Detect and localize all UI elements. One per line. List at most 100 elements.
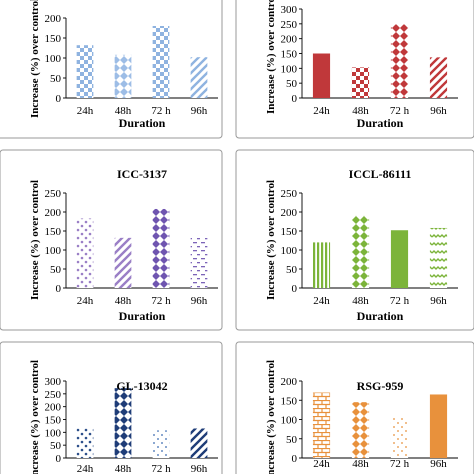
bar-96h — [190, 428, 208, 458]
y-axis-label: Increase (%) over control — [29, 0, 41, 118]
y-tick-label: 150 — [45, 415, 62, 427]
chart-panel-3: 0 50 100 150 200 250 24h 48h 72 h 96h ICC-3137 Dura… — [0, 149, 223, 331]
bar-72h — [152, 26, 170, 98]
bar-48h — [351, 402, 370, 458]
y-tick-label: 50 — [50, 440, 62, 452]
y-tick-label: 200 — [281, 207, 298, 219]
y-axis-label: Increase (%) over control — [29, 360, 41, 474]
x-tick-label: 96h — [191, 295, 208, 307]
y-tick-label: 100 — [281, 415, 298, 427]
y-tick-label: 0 — [56, 453, 62, 465]
bar-48h — [114, 388, 132, 458]
x-tick-label: 96h — [430, 105, 447, 117]
bar-48h — [114, 54, 132, 98]
y-tick-label: 200 — [45, 207, 62, 219]
chart-title: RSG-959 — [357, 379, 404, 393]
y-tick-label: 200 — [45, 402, 62, 414]
x-tick-label: 48h — [115, 295, 132, 307]
y-tick-label: 150 — [45, 33, 62, 45]
chart-panel-2: 0 50 100 150 200 250 300 24h 48h 72 h 96h Duration I… — [235, 0, 474, 139]
bar-48h — [351, 67, 370, 98]
x-tick-label: 96h — [430, 295, 447, 307]
y-tick-label: 50 — [50, 264, 62, 276]
y-tick-label: 150 — [281, 395, 298, 407]
bar-96h — [190, 57, 208, 98]
bar-72h — [390, 230, 409, 288]
x-tick-label: 24h — [313, 105, 330, 117]
x-tick-label: 48h — [352, 458, 369, 470]
bar-24h — [76, 45, 94, 98]
y-tick-label: 100 — [281, 245, 298, 257]
y-tick-label: 0 — [292, 453, 298, 465]
chart-panel-1: 0 50 100 150 200 24h 48h 72 h 96h Duration Increas… — [0, 0, 223, 139]
x-tick-label: 72 h — [390, 105, 410, 117]
y-tick-label: 0 — [56, 93, 62, 105]
chart-panel-4: 0 50 100 150 200 250 24h 48h 72 h 96h ICCL-86111 Du… — [235, 149, 474, 331]
y-tick-label: 100 — [45, 427, 62, 439]
y-tick-label: 50 — [50, 73, 62, 85]
bar-24h — [76, 218, 94, 288]
x-tick-label: 24h — [77, 463, 94, 474]
y-tick-label: 100 — [281, 63, 298, 75]
y-tick-label: 0 — [292, 93, 298, 105]
x-tick-label: 48h — [115, 463, 132, 474]
x-tick-label: 72 h — [390, 458, 410, 470]
bar-24h — [312, 392, 331, 458]
x-tick-label: 24h — [313, 295, 330, 307]
bar-72h — [390, 416, 409, 458]
y-tick-label: 100 — [45, 245, 62, 257]
y-tick-label: 300 — [45, 376, 62, 388]
y-axis-label: Increase (%) over control — [265, 0, 277, 114]
x-tick-label: 72 h — [151, 463, 171, 474]
chart-panel-6: 0 50 100 150 200 24h 48h 72 h 96h RSG-959 Increase… — [235, 341, 474, 474]
x-axis-label: Duration — [119, 116, 166, 130]
y-tick-label: 200 — [281, 376, 298, 388]
x-tick-label: 72 h — [151, 295, 171, 307]
x-tick-label: 96h — [191, 105, 208, 117]
bar-72h — [152, 430, 170, 458]
bar-72h — [152, 208, 170, 288]
x-tick-label: 48h — [352, 105, 369, 117]
x-tick-label: 24h — [313, 458, 330, 470]
bar-24h — [312, 53, 331, 98]
y-tick-label: 200 — [281, 34, 298, 46]
y-tick-label: 150 — [281, 49, 298, 61]
x-axis-label: Duration — [357, 309, 404, 323]
x-axis-label: Duration — [357, 116, 404, 130]
y-tick-label: 0 — [56, 283, 62, 295]
y-tick-label: 250 — [45, 188, 62, 200]
y-tick-label: 0 — [292, 283, 298, 295]
y-axis-label: Increase (%) over control — [265, 360, 277, 474]
bar-72h — [390, 24, 409, 98]
x-tick-label: 24h — [77, 295, 94, 307]
x-axis-label: Duration — [119, 309, 166, 323]
x-tick-label: 48h — [352, 295, 369, 307]
y-axis-label: Increase (%) over control — [29, 180, 41, 300]
y-tick-label: 250 — [45, 389, 62, 401]
bar-24h — [312, 242, 331, 288]
bar-96h — [429, 57, 448, 98]
y-tick-label: 150 — [281, 226, 298, 238]
y-tick-label: 50 — [286, 434, 298, 446]
y-tick-label: 50 — [286, 78, 298, 90]
y-tick-label: 250 — [281, 188, 298, 200]
chart-title: ICCL-86111 — [349, 167, 412, 181]
y-tick-label: 50 — [286, 264, 298, 276]
x-tick-label: 72 h — [151, 105, 171, 117]
bar-96h — [429, 227, 448, 288]
y-tick-label: 200 — [45, 13, 62, 25]
chart-title: GL-13042 — [116, 379, 167, 393]
bar-96h — [190, 237, 208, 288]
x-tick-label: 72 h — [390, 295, 410, 307]
y-tick-label: 150 — [45, 226, 62, 238]
x-tick-label: 96h — [191, 463, 208, 474]
bar-48h — [351, 215, 370, 288]
bar-48h — [114, 237, 132, 288]
y-tick-label: 300 — [281, 4, 298, 16]
chart-title: ICC-3137 — [117, 167, 167, 181]
y-tick-label: 100 — [45, 53, 62, 65]
x-tick-label: 48h — [115, 105, 132, 117]
bar-24h — [76, 427, 94, 458]
